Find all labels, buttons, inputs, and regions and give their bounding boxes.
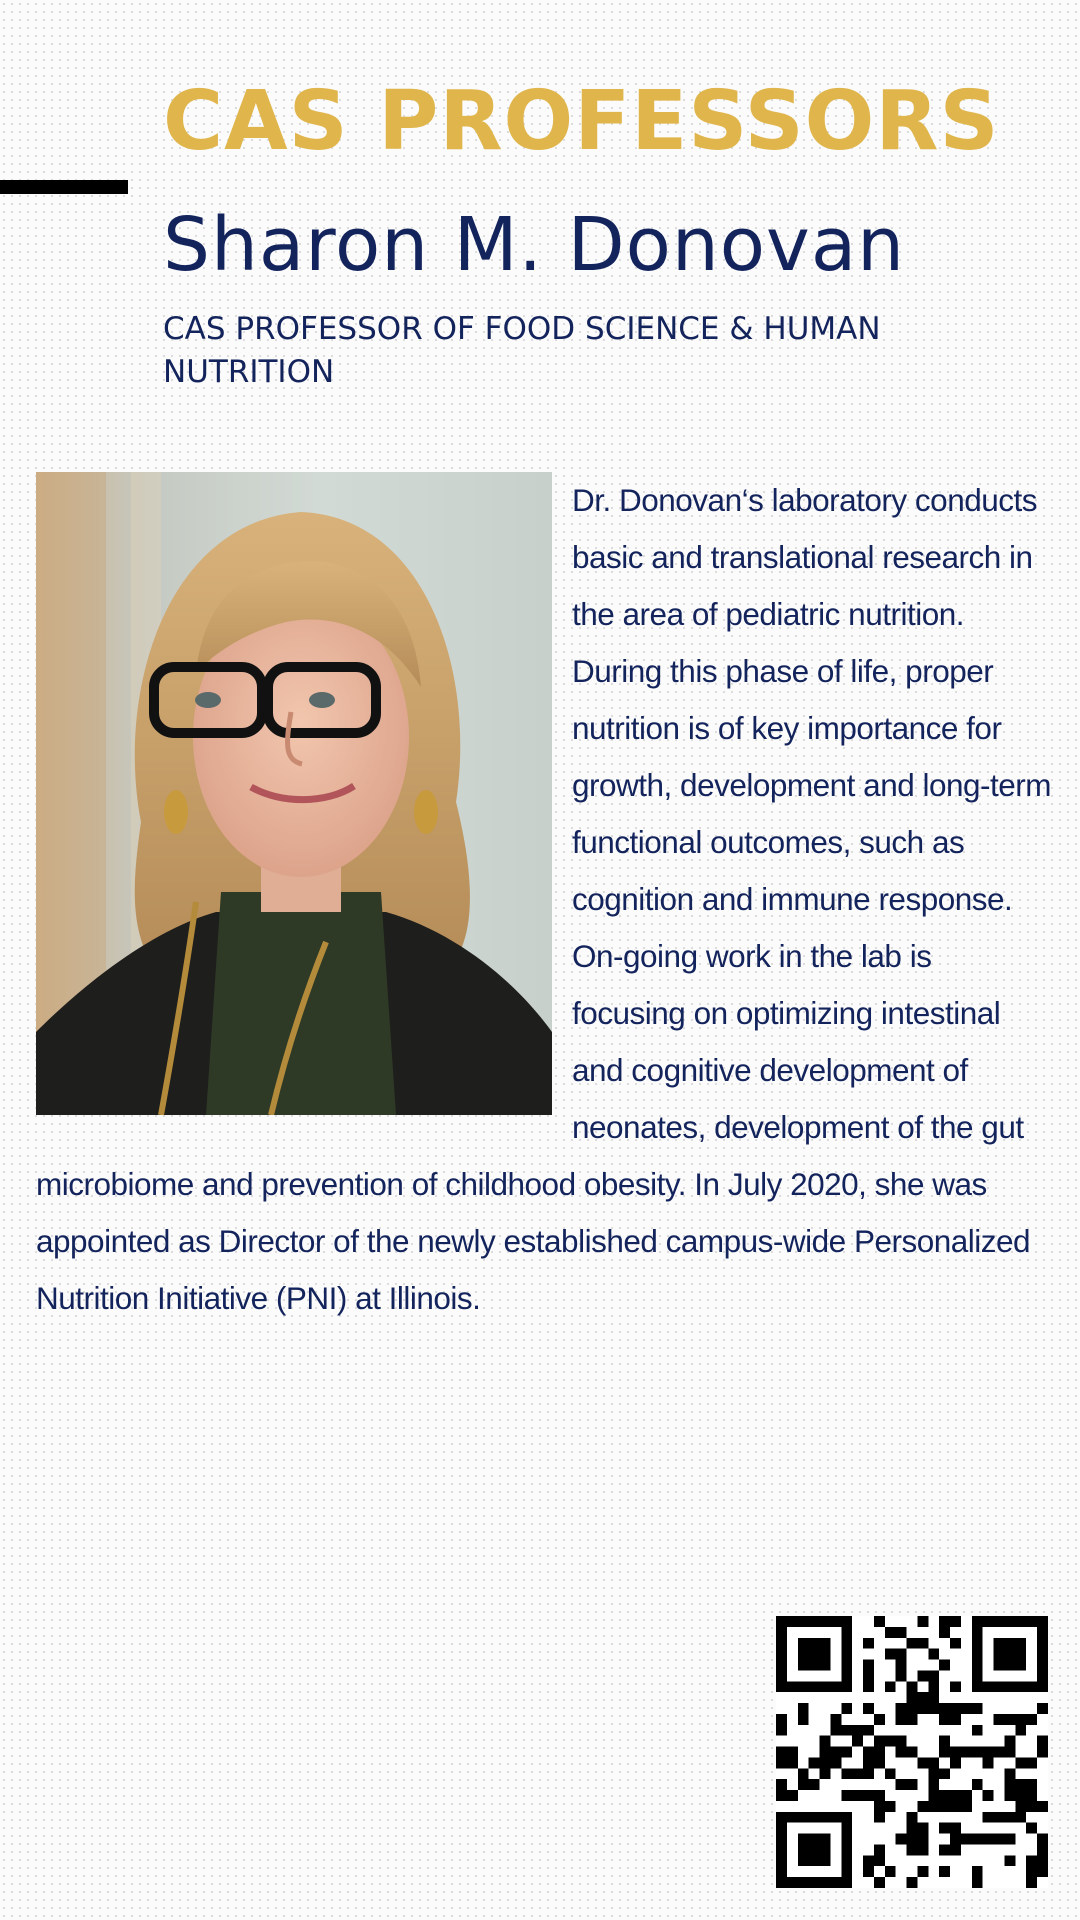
qr-code-icon [776, 1616, 1048, 1888]
accent-line [0, 180, 128, 194]
section-title: CAS PROFESSORS [163, 74, 1000, 169]
bio-section: Dr. Donovan‘s laboratory conducts basic … [36, 472, 1052, 1327]
portrait-photo [36, 472, 552, 1115]
bio-text: Dr. Donovan‘s laboratory conducts basic … [36, 482, 1052, 1316]
header: CAS PROFESSORS Sharon M. Donovan CAS PRO… [0, 0, 1080, 400]
person-role: CAS PROFESSOR OF FOOD SCIENCE & HUMAN NU… [163, 311, 881, 390]
person-name: Sharon M. Donovan [163, 202, 906, 288]
